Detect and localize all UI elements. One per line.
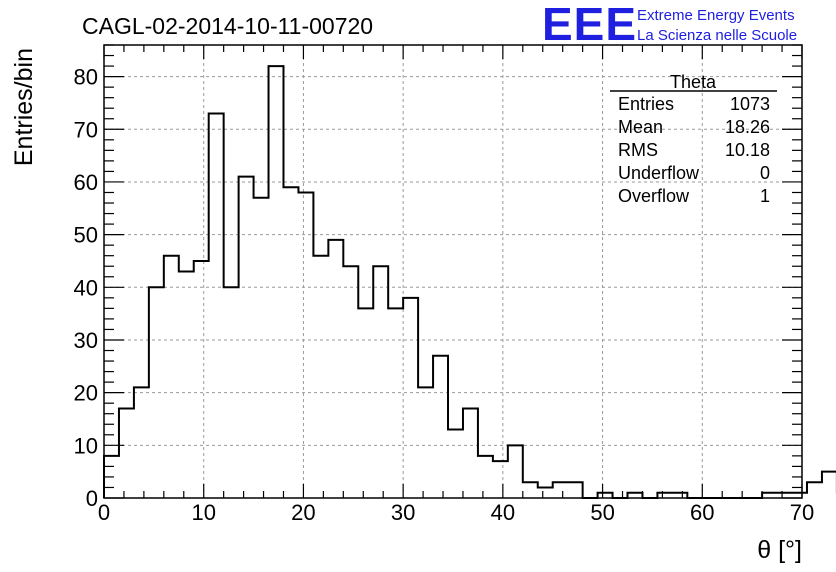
- stats-label-mean: Mean: [618, 117, 663, 137]
- x-tick-label: 30: [391, 500, 415, 525]
- logo-mark: EEE: [542, 0, 637, 50]
- histogram-bin: [762, 493, 777, 498]
- y-tick-label: 10: [74, 433, 98, 458]
- stats-label-entries: Entries: [618, 94, 674, 114]
- x-tick-label: 50: [590, 500, 614, 525]
- histogram-bin: [194, 261, 209, 498]
- y-tick-label: 30: [74, 328, 98, 353]
- histogram-bin: [493, 461, 508, 498]
- histogram-bin: [254, 198, 269, 498]
- y-tick-label: 0: [86, 486, 98, 511]
- y-tick-labels: 0 10 20 30 40 50 60 70 80: [74, 65, 98, 511]
- histogram-bin: [298, 192, 313, 498]
- histogram-bin: [313, 256, 328, 498]
- stats-box-title: Theta: [670, 72, 717, 92]
- x-tick-label: 70: [790, 500, 814, 525]
- histogram-bin: [792, 493, 807, 498]
- histogram-bin: [508, 445, 523, 498]
- stats-label-overflow: Overflow: [618, 186, 690, 206]
- histogram-bin: [822, 472, 836, 498]
- histogram-bin: [388, 308, 403, 498]
- histogram-bin: [433, 356, 448, 498]
- histogram-bin: [523, 482, 538, 498]
- histogram-bin: [224, 287, 239, 498]
- histogram-bin: [807, 482, 822, 498]
- histogram-bin: [283, 187, 298, 498]
- y-tick-label: 20: [74, 381, 98, 406]
- histogram-bin: [777, 493, 792, 498]
- y-tick-label: 50: [74, 223, 98, 248]
- histogram-bin: [328, 240, 343, 498]
- histogram-bin: [269, 66, 284, 498]
- histogram-bin: [134, 387, 149, 498]
- stats-box: Theta Entries 1073 Mean 18.26 RMS 10.18 …: [610, 72, 777, 206]
- x-tick-label: 0: [98, 500, 110, 525]
- stats-label-underflow: Underflow: [618, 163, 700, 183]
- histogram-bin: [164, 256, 179, 498]
- histogram-bin: [672, 493, 687, 498]
- histogram-bin: [209, 113, 224, 498]
- logo-line-2: La Scienza nelle Scuole: [637, 27, 797, 44]
- x-tick-label: 10: [191, 500, 215, 525]
- histogram-bin: [343, 266, 358, 498]
- stats-value-entries: 1073: [730, 94, 770, 114]
- x-axis-label: θ [°]: [757, 536, 802, 564]
- histogram-bin: [403, 298, 418, 498]
- histogram-bin: [358, 308, 373, 498]
- histogram-bin: [598, 493, 613, 498]
- stats-value-mean: 18.26: [725, 117, 770, 137]
- histogram-bin: [538, 487, 553, 498]
- histogram-bin: [239, 177, 254, 498]
- y-tick-label: 70: [74, 117, 98, 142]
- x-tick-label: 60: [690, 500, 714, 525]
- chart-title: CAGL-02-2014-10-11-00720: [82, 13, 373, 39]
- histogram-bin: [568, 482, 583, 498]
- stats-value-overflow: 1: [760, 186, 770, 206]
- histogram-bin: [478, 456, 493, 498]
- histogram-bin: [463, 408, 478, 498]
- histogram-bin: [373, 266, 388, 498]
- logo: EEE Extreme Energy Events La Scienza nel…: [542, 0, 797, 50]
- x-tick-label: 20: [291, 500, 315, 525]
- stats-value-underflow: 0: [760, 163, 770, 183]
- axis-ticks: [103, 44, 803, 499]
- histogram-bin: [448, 430, 463, 498]
- y-tick-label: 40: [74, 275, 98, 300]
- x-tick-label: 40: [491, 500, 515, 525]
- stats-label-rms: RMS: [618, 140, 658, 160]
- histogram-bin: [418, 387, 433, 498]
- x-tick-labels: 0 10 20 30 40 50 60 70: [98, 500, 814, 525]
- histogram-bin: [628, 493, 643, 498]
- grid-lines: [104, 45, 802, 498]
- histogram-bin: [179, 272, 194, 499]
- stats-value-rms: 10.18: [725, 140, 770, 160]
- y-tick-label: 60: [74, 170, 98, 195]
- histogram-bin: [119, 408, 134, 498]
- histogram-bin: [149, 287, 164, 498]
- plot-frame: [103, 44, 803, 499]
- y-axis-label: Entries/bin: [10, 48, 38, 166]
- histogram-bin: [657, 493, 672, 498]
- histogram-bin: [553, 482, 568, 498]
- y-tick-label: 80: [74, 65, 98, 90]
- logo-line-1: Extreme Energy Events: [637, 7, 795, 24]
